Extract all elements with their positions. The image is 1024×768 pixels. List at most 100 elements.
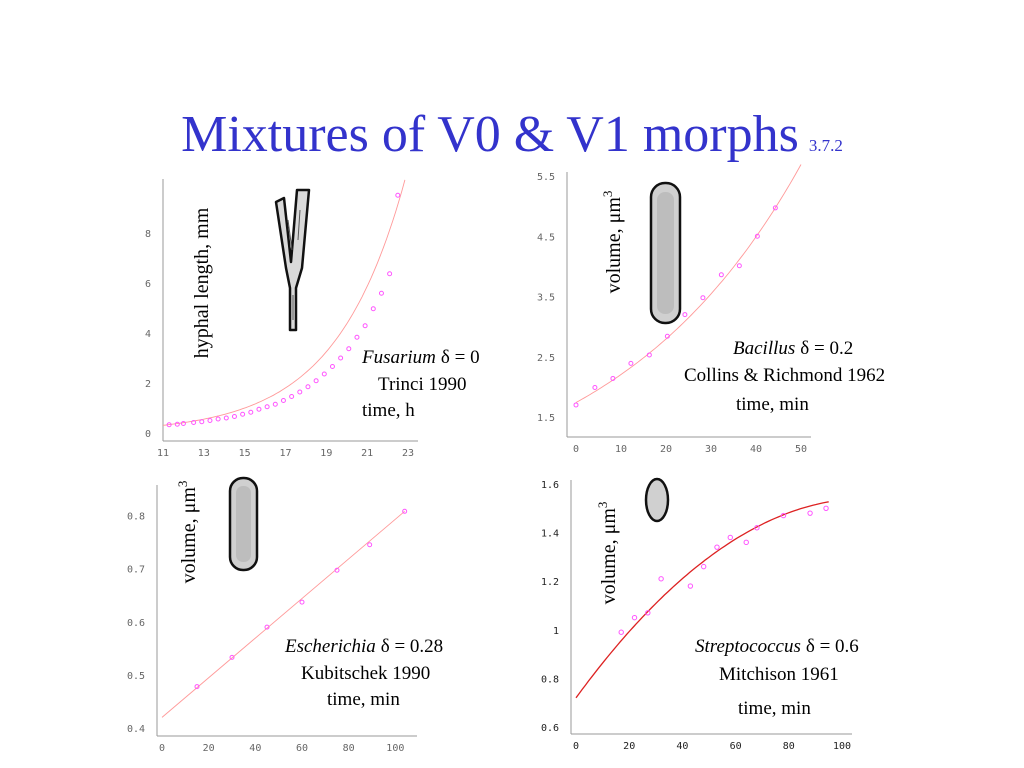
fusarium-data-point	[280, 398, 286, 403]
escherichia-data-point	[264, 624, 270, 630]
escherichia-x-tick-label: 80	[343, 743, 355, 754]
escherichia-data-point	[367, 542, 373, 548]
fusarium-data-point	[180, 421, 186, 426]
bacillus-x-axis-label: time, min	[736, 394, 809, 415]
fusarium-data-point	[313, 378, 319, 384]
bacillus-data-point	[682, 312, 688, 318]
streptococcus-organism-name: Streptococcus	[695, 636, 801, 657]
escherichia-y-axis-label-sup: 3	[175, 481, 190, 488]
fusarium-data-point	[346, 346, 352, 352]
streptococcus-y-axis-label: volume, μm3	[595, 502, 620, 605]
streptococcus-data-point	[700, 563, 707, 570]
bacillus-data-point	[718, 272, 724, 278]
bacillus-y-axis-label-sup: 3	[600, 191, 615, 198]
bacillus-data-point	[736, 263, 742, 269]
fusarium-data-point	[338, 355, 344, 361]
bacillus-data-point	[610, 375, 616, 381]
streptococcus-y-axis-label-sup: 3	[595, 502, 610, 509]
bacillus-x-tick-label: 50	[795, 444, 807, 455]
fusarium-organism-label: Fusarium δ = 0	[361, 347, 480, 368]
escherichia-x-tick-label: 0	[159, 743, 165, 754]
escherichia-fit-curve	[161, 510, 405, 718]
fusarium-x-tick-label: 23	[402, 448, 414, 459]
fusarium-data-point	[289, 394, 295, 399]
escherichia-y-tick-label: 0.4	[127, 724, 145, 735]
fusarium-y-tick-label: 4	[145, 329, 151, 340]
streptococcus-y-tick-label: 1.2	[541, 577, 559, 588]
escherichia-y-axis-label-text: volume, μm	[178, 487, 200, 584]
streptococcus-data-point	[658, 576, 664, 582]
fusarium-y-axis-label: hyphal length, mm	[191, 207, 213, 358]
bacillus-data-point	[664, 333, 670, 339]
fusarium-x-axis-label: time, h	[362, 400, 415, 421]
bacillus-data-point	[754, 233, 760, 239]
escherichia-y-tick-label: 0.5	[127, 671, 145, 682]
bacillus-y-axis-label-text: volume, μm	[603, 197, 625, 294]
bacillus-y-tick-label: 2.5	[537, 353, 555, 364]
bacillus-x-tick-label: 0	[573, 444, 579, 455]
streptococcus-y-tick-label: 0.8	[541, 674, 559, 685]
fusarium-organism-name: Fusarium	[361, 347, 436, 368]
fusarium-data-point	[215, 416, 221, 422]
fusarium-data-point	[166, 422, 172, 428]
fusarium-x-tick-label: 13	[198, 448, 210, 459]
fusarium-delta-value: δ = 0	[441, 347, 480, 368]
escherichia-x-tick-label: 60	[296, 743, 308, 754]
fusarium-x-tick-label: 15	[239, 448, 251, 459]
bacillus-y-tick-label: 1.5	[537, 413, 555, 424]
escherichia-data-point	[229, 654, 235, 660]
fusarium-y-axis-label-text: hyphal length, mm	[191, 207, 213, 358]
streptococcus-x-tick-label: 60	[730, 741, 742, 752]
fusarium-data-point	[248, 409, 254, 415]
fusarium-data-point	[223, 415, 229, 421]
escherichia-organism-label: Escherichia δ = 0.28	[284, 636, 443, 657]
streptococcus-x-tick-label: 0	[573, 741, 579, 752]
fusarium-x-tick-label: 17	[279, 448, 291, 459]
fusarium-data-point	[387, 271, 393, 277]
fusarium-data-point	[264, 404, 270, 410]
fusarium-y-tick-label: 2	[145, 379, 151, 390]
escherichia-delta-value: δ = 0.28	[381, 636, 443, 657]
fusarium-data-point	[297, 389, 303, 395]
fusarium-x-tick-label: 11	[157, 448, 169, 459]
bacillus-y-tick-label: 4.5	[537, 232, 555, 243]
escherichia-chart: 0 20 40 60 80 100 0.4 0.5 0.6 0.7 0.8 volume, μm3 Es…	[127, 481, 443, 754]
escherichia-x-tick-label: 40	[249, 743, 261, 754]
fusarium-data-point	[329, 364, 335, 369]
bacillus-data-point	[573, 402, 579, 408]
bacillus-x-tick-label: 20	[660, 444, 672, 455]
fusarium-data-point	[256, 406, 262, 412]
bacillus-data-point	[646, 352, 652, 358]
fusarium-data-point	[362, 323, 368, 329]
streptococcus-y-tick-label: 0.6	[541, 723, 559, 734]
escherichia-x-axis-label: time, min	[327, 689, 400, 710]
escherichia-y-tick-label: 0.6	[127, 618, 145, 629]
streptococcus-data-point	[645, 610, 651, 616]
bacillus-data-point	[628, 360, 634, 366]
fusarium-y-tick-label: 6	[145, 279, 151, 290]
fusarium-data-point	[191, 420, 197, 425]
fusarium-chart: 11 13 15 17 19 21 23 0 2 4 6 8 hyphal length, mm Fusa…	[145, 179, 480, 459]
slide-title: Mixtures of V0 & V1 morphs 3.7.2	[0, 100, 1024, 181]
fusarium-data-point	[370, 306, 376, 312]
streptococcus-delta-value: δ = 0.6	[806, 636, 859, 657]
fusarium-data-point	[305, 384, 311, 390]
streptococcus-cell-image	[644, 477, 670, 523]
bacillus-x-tick-label: 40	[750, 444, 762, 455]
streptococcus-x-tick-label: 20	[623, 741, 635, 752]
bacillus-organism-name: Bacillus	[733, 338, 795, 359]
escherichia-data-point	[194, 684, 200, 690]
bacillus-data-point	[592, 384, 598, 390]
streptococcus-x-tick-label: 80	[783, 741, 795, 752]
fusarium-y-tick-label: 8	[145, 229, 151, 240]
streptococcus-x-tick-label: 40	[676, 741, 688, 752]
streptococcus-data-point	[714, 544, 720, 550]
streptococcus-y-tick-label: 1.6	[541, 480, 559, 491]
bacillus-cell-image	[649, 181, 682, 325]
fusarium-hypha-image	[274, 188, 311, 332]
escherichia-y-tick-label: 0.7	[127, 565, 145, 576]
streptococcus-data-point	[780, 512, 787, 519]
bacillus-x-tick-label: 10	[615, 444, 627, 455]
fusarium-data-point	[240, 411, 246, 417]
bacillus-chart: 0 10 20 30 40 50 1.5 2.5 3.5 4.5 5.5 volume, μm3 Bac…	[537, 164, 885, 455]
